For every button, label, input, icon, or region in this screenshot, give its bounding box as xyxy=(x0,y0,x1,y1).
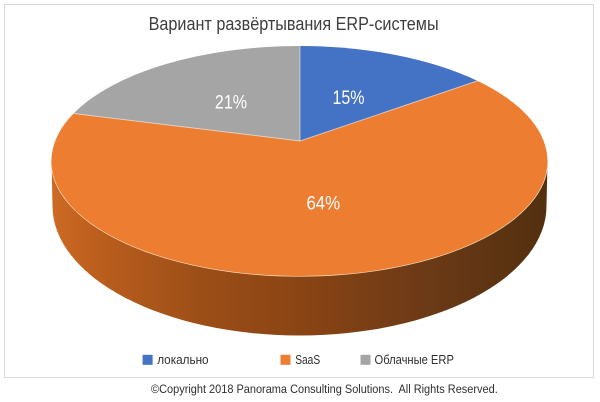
svg-text:Вариант развёртывания ERP-сист: Вариант развёртывания ERP-системы xyxy=(149,14,439,34)
svg-text:15%: 15% xyxy=(333,88,365,109)
svg-text:локально: локально xyxy=(157,352,208,367)
svg-text:Облачные ERP: Облачные ERP xyxy=(375,352,454,367)
svg-text:21%: 21% xyxy=(215,92,247,113)
svg-text:©Copyright 2018 Panorama Consu: ©Copyright 2018 Panorama Consulting Solu… xyxy=(151,382,498,396)
svg-text:64%: 64% xyxy=(306,193,340,214)
svg-text:SaaS: SaaS xyxy=(295,352,320,367)
